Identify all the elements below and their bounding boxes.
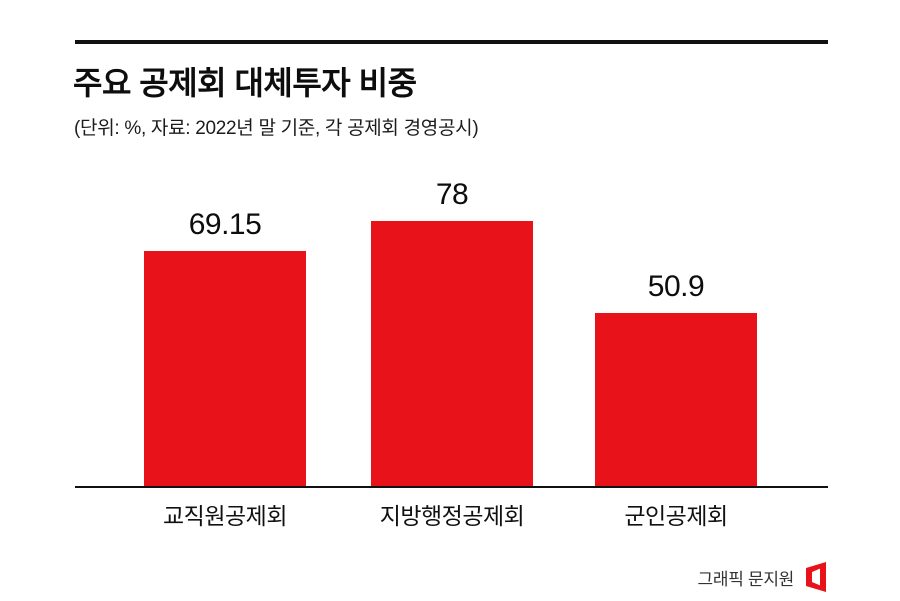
publisher-logo-icon xyxy=(806,562,826,592)
bar-value-label: 50.9 xyxy=(647,270,705,303)
bar-group-3: 50.9 xyxy=(595,270,757,486)
x-axis-baseline xyxy=(75,486,828,488)
bar-rect xyxy=(144,251,306,486)
bar-rect xyxy=(595,313,757,486)
category-label-2: 지방행정공제회 xyxy=(379,503,525,529)
credit-text: 그래픽 문지원 xyxy=(697,569,795,589)
credit-block: 그래픽 문지원 xyxy=(698,562,828,592)
chart-subtitle: (단위: %, 자료: 2022년 말 기준, 각 공제회 경영공시) xyxy=(74,118,479,139)
chart-title: 주요 공제회 대체투자 비중 xyxy=(73,65,417,101)
bar-group-1: 69.15 xyxy=(144,208,306,486)
bar-rect xyxy=(371,221,533,486)
top-rule-divider xyxy=(75,40,828,44)
bar-group-2: 78 xyxy=(371,178,533,486)
category-label-3: 군인공제회 xyxy=(624,503,728,529)
bar-chart-plot-area: 69.15 78 50.9 교직원공제회 지방행정공제회 군인공제회 xyxy=(75,0,828,601)
bar-value-label: 69.15 xyxy=(188,208,262,241)
category-label-1: 교직원공제회 xyxy=(163,503,287,529)
bar-value-label: 78 xyxy=(435,178,469,211)
